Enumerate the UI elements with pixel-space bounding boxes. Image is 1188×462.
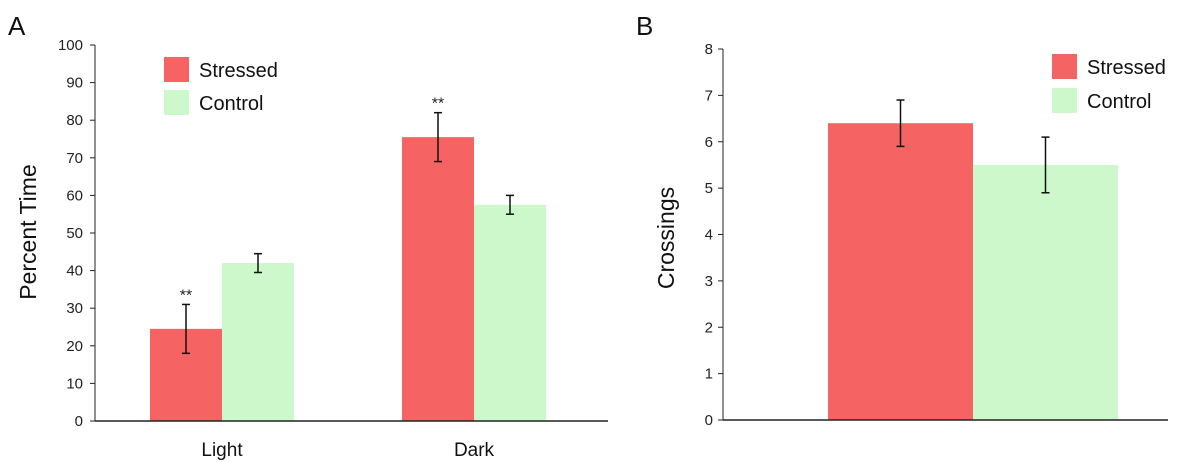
legend-label-control: Control — [199, 93, 263, 115]
y-tick-label-b: 6 — [705, 134, 713, 151]
y-axis-title-a: Percent Time — [15, 164, 41, 300]
y-tick-label-b: 2 — [705, 319, 713, 336]
y-tick-label-b: 0 — [705, 412, 713, 429]
y-tick-label-a: 50 — [66, 225, 83, 242]
plot-area-a: 0 10 20 30 40 50 60 70 80 90 100 ** Light ** Dark Stres… — [58, 37, 608, 461]
y-tick-label-a: 70 — [66, 150, 83, 167]
panel-b: B Crossings 0 1 2 3 4 5 6 7 8 Stressed Control — [636, 11, 1168, 429]
bar-stressed-dark — [402, 137, 474, 421]
y-tick-label-a: 40 — [66, 263, 83, 280]
plot-area-b: 0 1 2 3 4 5 6 7 8 Stressed Control — [705, 41, 1168, 429]
panel-letter-a: A — [8, 11, 26, 41]
bar-control-crossings — [973, 164, 1118, 420]
bar-control-light — [222, 263, 294, 421]
y-tick-label-a: 10 — [66, 375, 83, 392]
y-tick-label-a: 30 — [66, 300, 83, 317]
y-tick-label-b: 3 — [705, 273, 713, 290]
y-tick-label-a: 60 — [66, 187, 83, 204]
significance-marker: ** — [180, 287, 192, 304]
y-tick-label-a: 20 — [66, 338, 83, 355]
y-tick-label-a: 80 — [66, 112, 83, 129]
bar-control-dark — [474, 204, 546, 421]
legend-swatch-control — [164, 90, 189, 115]
y-tick-label-a: 100 — [58, 37, 83, 54]
y-axis-title-b: Crossings — [653, 187, 679, 289]
bar-stressed-crossings — [828, 123, 973, 420]
panel-letter-b: B — [636, 11, 653, 41]
y-tick-label-b: 1 — [705, 366, 713, 383]
significance-marker: ** — [432, 96, 444, 113]
legend-swatch-control — [1052, 88, 1077, 113]
y-tick-label-b: 5 — [705, 180, 713, 197]
y-tick-label-b: 7 — [705, 87, 713, 104]
legend-swatch-stressed — [164, 57, 189, 82]
x-category-label-dark: Dark — [454, 440, 495, 461]
legend-swatch-stressed — [1052, 54, 1077, 79]
legend-label-stressed: Stressed — [199, 60, 278, 82]
x-category-label-light: Light — [201, 440, 243, 461]
y-tick-label-a: 90 — [66, 75, 83, 92]
panel-a: A Percent Time 0 10 20 30 40 50 60 70 80 90 100 ** L… — [8, 11, 608, 461]
legend-label-control: Control — [1087, 91, 1151, 113]
y-tick-label-b: 8 — [705, 41, 713, 58]
y-tick-label-a: 0 — [75, 413, 83, 430]
y-tick-label-b: 4 — [705, 227, 713, 244]
legend-label-stressed: Stressed — [1087, 57, 1166, 79]
